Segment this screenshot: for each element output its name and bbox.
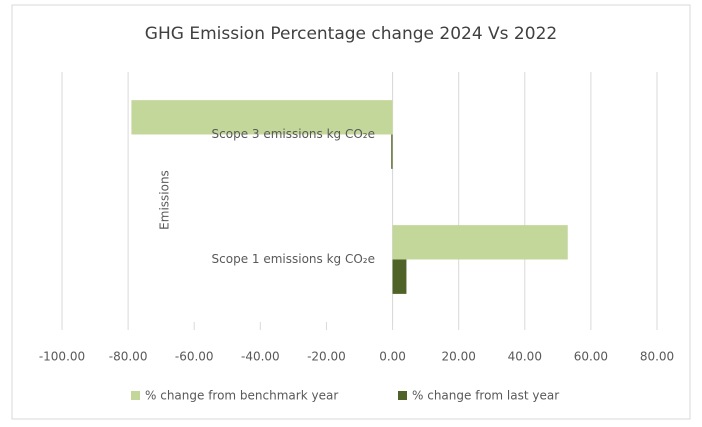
x-tick-label: 80.00 <box>640 350 674 364</box>
x-tick-label: 40.00 <box>508 350 542 364</box>
legend-swatch <box>398 391 407 400</box>
legend-label: % change from last year <box>412 389 559 403</box>
x-tick-label: -80.00 <box>109 350 148 364</box>
chart-title: GHG Emission Percentage change 2024 Vs 2… <box>145 24 557 44</box>
x-tick-label: 60.00 <box>574 350 608 364</box>
bar <box>391 134 393 169</box>
x-tick-label: 0.00 <box>379 350 406 364</box>
x-tick-label: -20.00 <box>307 350 346 364</box>
bar <box>392 225 568 260</box>
x-tick-label: -100.00 <box>39 350 85 364</box>
x-tick-label: -60.00 <box>175 350 214 364</box>
bar <box>392 259 407 294</box>
y-tick-label: Scope 1 emissions kg CO₂e <box>212 252 375 266</box>
x-tick-label: -40.00 <box>241 350 280 364</box>
x-tick-label: 20.00 <box>441 350 475 364</box>
y-tick-label: Scope 3 emissions kg CO₂e <box>212 127 375 141</box>
bar <box>131 100 393 135</box>
legend-label: % change from benchmark year <box>145 389 338 403</box>
legend-swatch <box>131 391 140 400</box>
y-axis-title: Emissions <box>158 170 172 230</box>
